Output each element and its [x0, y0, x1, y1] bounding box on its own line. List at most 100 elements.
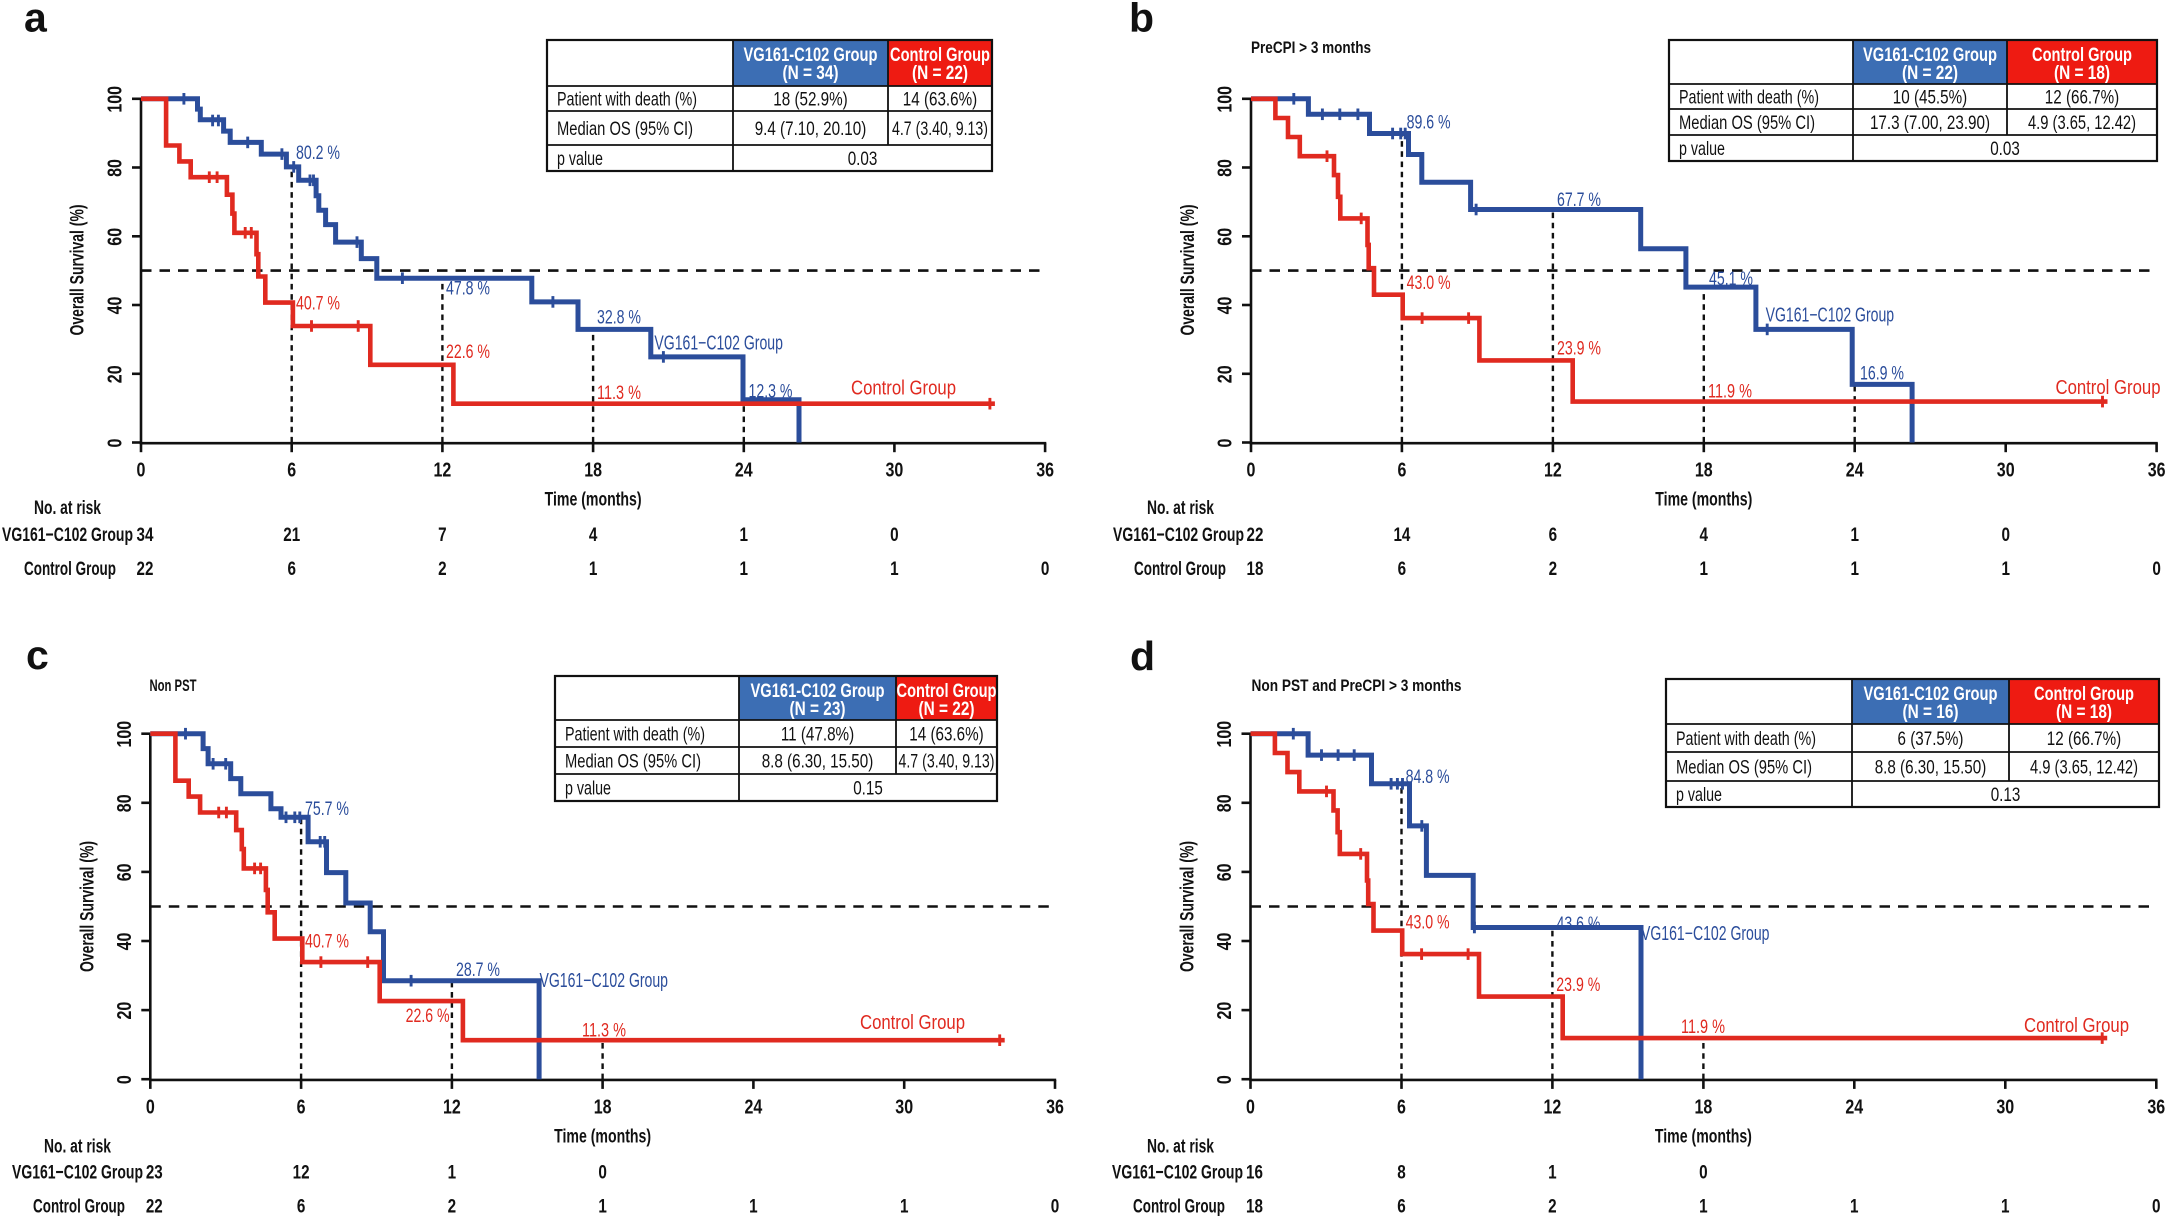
svg-text:60: 60	[1214, 228, 1237, 246]
svg-text:6 (37.5%): 6 (37.5%)	[1898, 728, 1964, 750]
svg-text:47.8 %: 47.8 %	[446, 278, 490, 300]
svg-text:4.9 (3.65, 12.42): 4.9 (3.65, 12.42)	[2030, 757, 2138, 779]
svg-text:34: 34	[137, 524, 154, 546]
svg-text:2: 2	[1549, 558, 1558, 580]
svg-text:VG161-C102 Group: VG161-C102 Group	[1864, 684, 1998, 705]
svg-text:24: 24	[735, 459, 753, 482]
svg-text:18: 18	[594, 1095, 612, 1118]
svg-text:6: 6	[1549, 524, 1558, 546]
svg-text:4.7 (3.40, 9.13): 4.7 (3.40, 9.13)	[899, 751, 995, 773]
svg-text:80: 80	[1214, 159, 1237, 177]
svg-text:(N = 22): (N = 22)	[912, 63, 968, 84]
svg-text:24: 24	[745, 1095, 763, 1118]
svg-text:1: 1	[1699, 1196, 1708, 1217]
svg-text:Patient with death (%): Patient with death (%)	[1676, 728, 1816, 750]
svg-text:1: 1	[1850, 524, 1859, 546]
svg-text:Non PST: Non PST	[150, 677, 197, 695]
svg-text:0: 0	[104, 439, 127, 448]
svg-text:12: 12	[434, 459, 452, 482]
svg-text:VG161−C102 Group: VG161−C102 Group	[1113, 524, 1244, 546]
svg-text:20: 20	[113, 1002, 136, 1020]
svg-text:60: 60	[113, 864, 136, 882]
svg-text:1: 1	[1850, 558, 1859, 580]
svg-text:0: 0	[598, 1162, 607, 1184]
svg-text:2: 2	[438, 558, 447, 580]
svg-text:8.8 (6.30, 15.50): 8.8 (6.30, 15.50)	[762, 751, 874, 773]
svg-text:(N = 22): (N = 22)	[1902, 63, 1958, 84]
svg-text:Time (months): Time (months)	[1655, 1125, 1752, 1147]
svg-text:4: 4	[1700, 524, 1709, 546]
svg-text:(N = 22): (N = 22)	[919, 699, 975, 720]
svg-text:1: 1	[749, 1196, 758, 1217]
svg-text:89.6 %: 89.6 %	[1407, 112, 1451, 134]
svg-text:22.6 %: 22.6 %	[446, 341, 490, 363]
svg-text:11.9 %: 11.9 %	[1681, 1016, 1725, 1038]
svg-text:p value: p value	[1676, 784, 1722, 806]
svg-text:0: 0	[1041, 558, 1050, 580]
svg-text:(N = 16): (N = 16)	[1903, 702, 1959, 723]
svg-text:0.13: 0.13	[1991, 784, 2021, 806]
svg-text:16: 16	[1246, 1162, 1263, 1184]
svg-text:23.9 %: 23.9 %	[1557, 338, 1601, 360]
svg-text:Overall Survival (%): Overall Survival (%)	[66, 205, 88, 336]
svg-text:Control Group: Control Group	[2056, 377, 2161, 399]
svg-text:12: 12	[443, 1095, 461, 1118]
svg-text:40: 40	[1214, 297, 1237, 315]
svg-text:40.7 %: 40.7 %	[305, 931, 349, 953]
svg-text:Control Group: Control Group	[33, 1196, 125, 1217]
svg-text:c: c	[26, 632, 49, 678]
svg-text:18: 18	[1247, 558, 1264, 580]
svg-text:0: 0	[2152, 558, 2161, 580]
svg-text:No. at risk: No. at risk	[1147, 1136, 1214, 1158]
svg-text:(N = 23): (N = 23)	[790, 699, 846, 720]
svg-text:1: 1	[1700, 558, 1709, 580]
svg-text:VG161−C102 Group: VG161−C102 Group	[12, 1162, 143, 1184]
svg-text:4.9 (3.65, 12.42): 4.9 (3.65, 12.42)	[2028, 112, 2136, 134]
svg-text:Control Group: Control Group	[890, 45, 990, 66]
svg-text:No. at risk: No. at risk	[44, 1136, 111, 1158]
svg-text:4: 4	[589, 524, 598, 546]
svg-text:0.03: 0.03	[848, 148, 878, 170]
svg-text:(N = 34): (N = 34)	[783, 63, 839, 84]
svg-text:PreCPI > 3 months: PreCPI > 3 months	[1251, 39, 1371, 57]
svg-text:30: 30	[895, 1095, 913, 1118]
svg-text:18: 18	[1246, 1196, 1263, 1217]
svg-text:Overall Survival (%): Overall Survival (%)	[76, 841, 98, 972]
svg-text:22: 22	[146, 1196, 163, 1217]
svg-text:0: 0	[2152, 1196, 2161, 1217]
svg-text:18: 18	[584, 459, 602, 482]
svg-text:40: 40	[113, 933, 136, 951]
svg-text:Time (months): Time (months)	[545, 489, 642, 511]
svg-text:0: 0	[890, 524, 899, 546]
svg-text:4.7 (3.40, 9.13): 4.7 (3.40, 9.13)	[892, 118, 988, 140]
svg-text:12.3 %: 12.3 %	[749, 381, 793, 403]
svg-text:9.4 (7.10, 20.10): 9.4 (7.10, 20.10)	[755, 118, 867, 140]
svg-text:a: a	[24, 0, 48, 41]
svg-text:1: 1	[740, 558, 749, 580]
svg-text:20: 20	[1213, 1002, 1236, 1020]
svg-text:0: 0	[1213, 1075, 1236, 1084]
svg-text:80: 80	[1213, 794, 1236, 812]
svg-text:12: 12	[1544, 459, 1562, 482]
svg-text:100: 100	[1214, 86, 1237, 113]
svg-text:32.8 %: 32.8 %	[597, 307, 641, 329]
svg-text:43.6 %: 43.6 %	[1557, 913, 1601, 935]
svg-text:0: 0	[1246, 1095, 1255, 1118]
svg-text:p value: p value	[565, 778, 611, 800]
svg-text:18 (52.9%): 18 (52.9%)	[773, 89, 847, 111]
svg-text:Median OS (95% CI): Median OS (95% CI)	[1679, 112, 1815, 134]
svg-text:12 (66.7%): 12 (66.7%)	[2047, 728, 2121, 750]
svg-text:VG161-C102 Group: VG161-C102 Group	[744, 45, 878, 66]
svg-text:1: 1	[598, 1196, 607, 1217]
svg-text:23: 23	[146, 1162, 163, 1184]
svg-text:VG161−C102 Group: VG161−C102 Group	[1641, 923, 1770, 945]
svg-text:Overall Survival (%): Overall Survival (%)	[1177, 205, 1199, 336]
svg-text:6: 6	[1397, 459, 1406, 482]
svg-text:6: 6	[1398, 558, 1407, 580]
svg-text:p value: p value	[1679, 138, 1725, 160]
svg-text:1: 1	[448, 1162, 457, 1184]
svg-text:1: 1	[1850, 1196, 1859, 1217]
svg-text:Control Group: Control Group	[1134, 558, 1226, 580]
svg-text:Median OS (95% CI): Median OS (95% CI)	[557, 118, 693, 140]
svg-text:Time (months): Time (months)	[554, 1125, 651, 1147]
